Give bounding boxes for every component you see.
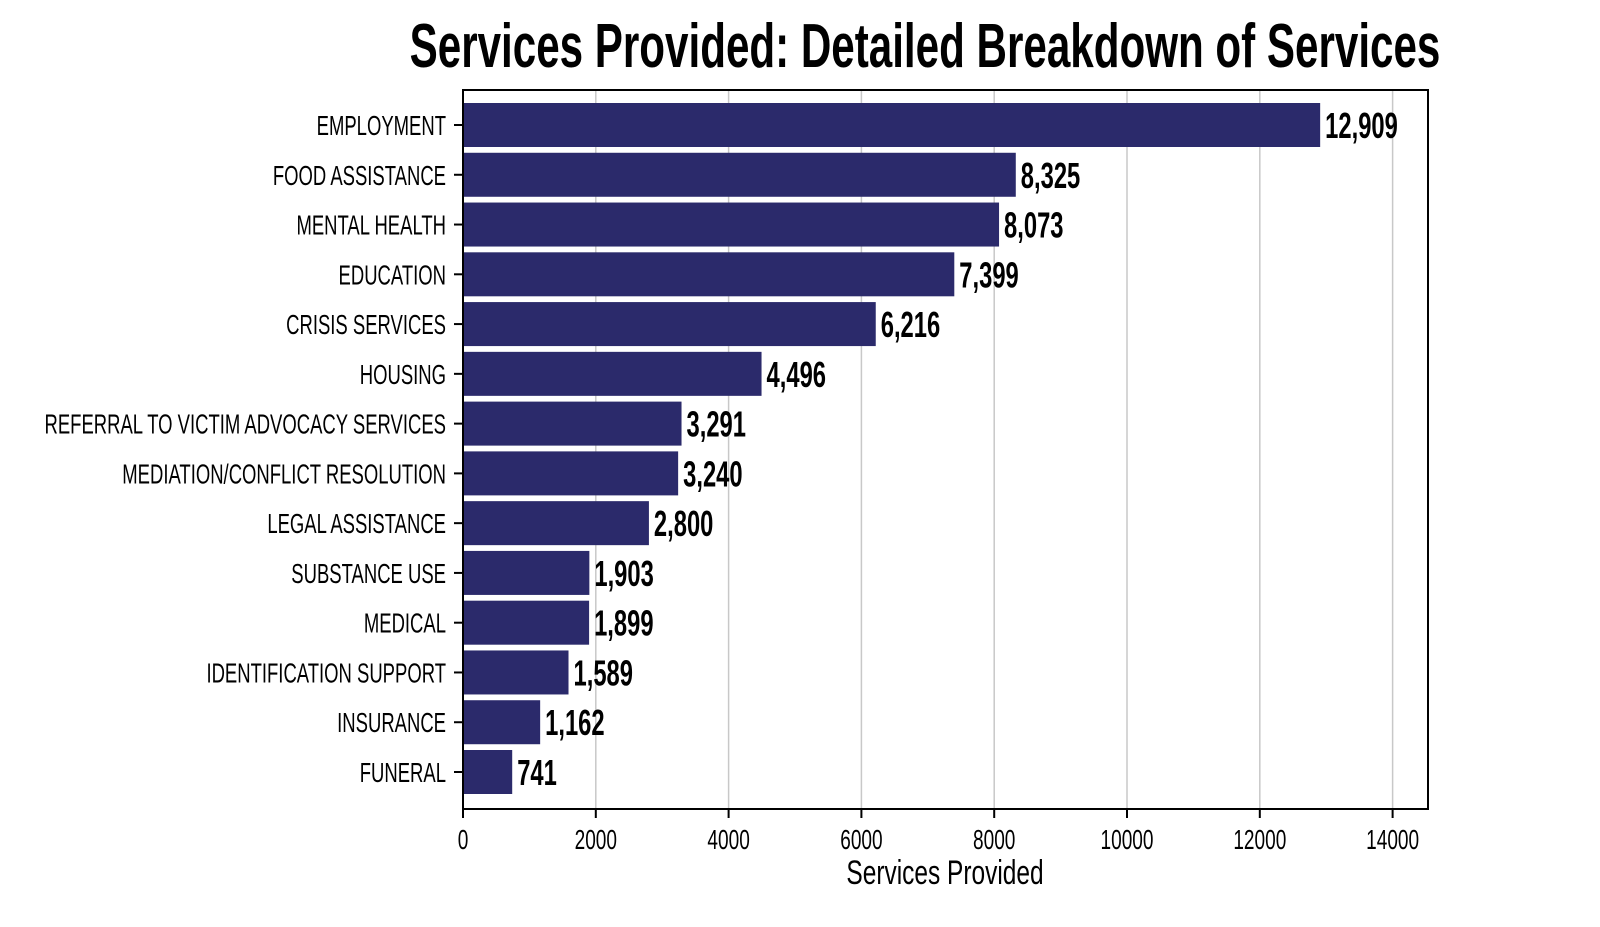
x-tick-label: 4000 (707, 824, 749, 856)
x-tick-label: 12000 (1233, 824, 1286, 856)
bar (463, 501, 649, 546)
category-label: IDENTIFICATION SUPPORT (206, 659, 446, 690)
bar (463, 351, 762, 396)
bar (463, 152, 1016, 197)
bar (463, 650, 569, 695)
category-label: SUBSTANCE USE (291, 559, 446, 590)
x-ticks: 0 2000 4000 6000 8000 10000 12000 14000 (458, 809, 1419, 856)
value-label: 7,399 (959, 255, 1018, 295)
value-label: 1,903 (594, 554, 653, 594)
value-label: 3,240 (683, 455, 742, 495)
gridlines (595, 90, 1394, 809)
category-label: LEGAL ASSISTANCE (267, 510, 446, 541)
category-label: FOOD ASSISTANCE (273, 161, 446, 192)
value-label: 4,496 (767, 355, 826, 395)
value-label: 12,909 (1325, 106, 1398, 146)
category-label: INSURANCE (337, 709, 446, 740)
value-labels: 12,909 8,325 8,073 7,399 6,216 4,496 3,291 3,24… (517, 106, 1398, 793)
value-label: 741 (517, 753, 557, 793)
chart-title: Services Provided: Detailed Breakdown of… (410, 12, 1441, 81)
category-label: MEDICAL (364, 609, 446, 640)
bar (463, 700, 541, 745)
x-tick-label: 10000 (1101, 824, 1154, 856)
value-label: 2,800 (654, 504, 713, 544)
bar (463, 202, 1000, 247)
value-label: 1,589 (574, 654, 633, 694)
value-label: 6,216 (881, 305, 940, 345)
category-label: FUNERAL (360, 758, 446, 789)
x-tick-label: 8000 (973, 824, 1015, 856)
bar (463, 600, 590, 645)
x-tick-label: 2000 (575, 824, 617, 856)
x-tick-label: 0 (458, 824, 469, 856)
category-label: EDUCATION (339, 261, 446, 292)
category-label: HOUSING (360, 360, 446, 391)
bar (463, 103, 1321, 147)
value-label: 8,073 (1004, 206, 1063, 246)
x-tick-label: 6000 (840, 824, 882, 856)
bar (463, 302, 876, 347)
category-labels: EMPLOYMENT FOOD ASSISTANCE MENTAL HEALTH ED… (45, 111, 463, 789)
category-label: REFERRAL TO VICTIM ADVOCACY SERVICES (45, 410, 446, 441)
plot-frame (462, 89, 1429, 810)
x-tick-label: 14000 (1366, 824, 1419, 856)
bar (463, 252, 955, 297)
category-label: CRISIS SERVICES (286, 310, 446, 341)
value-label: 1,899 (594, 604, 653, 644)
category-label: MEDIATION/CONFLICT RESOLUTION (122, 460, 446, 491)
x-axis-label: Services Provided (846, 854, 1043, 892)
bar (463, 401, 682, 446)
category-label: EMPLOYMENT (317, 111, 446, 142)
bar (463, 451, 679, 496)
bar (463, 750, 513, 794)
value-label: 8,325 (1021, 156, 1080, 196)
bars (463, 103, 1321, 794)
bar (463, 550, 590, 595)
value-label: 3,291 (687, 405, 746, 445)
category-label: MENTAL HEALTH (296, 211, 446, 242)
value-label: 1,162 (545, 703, 604, 743)
